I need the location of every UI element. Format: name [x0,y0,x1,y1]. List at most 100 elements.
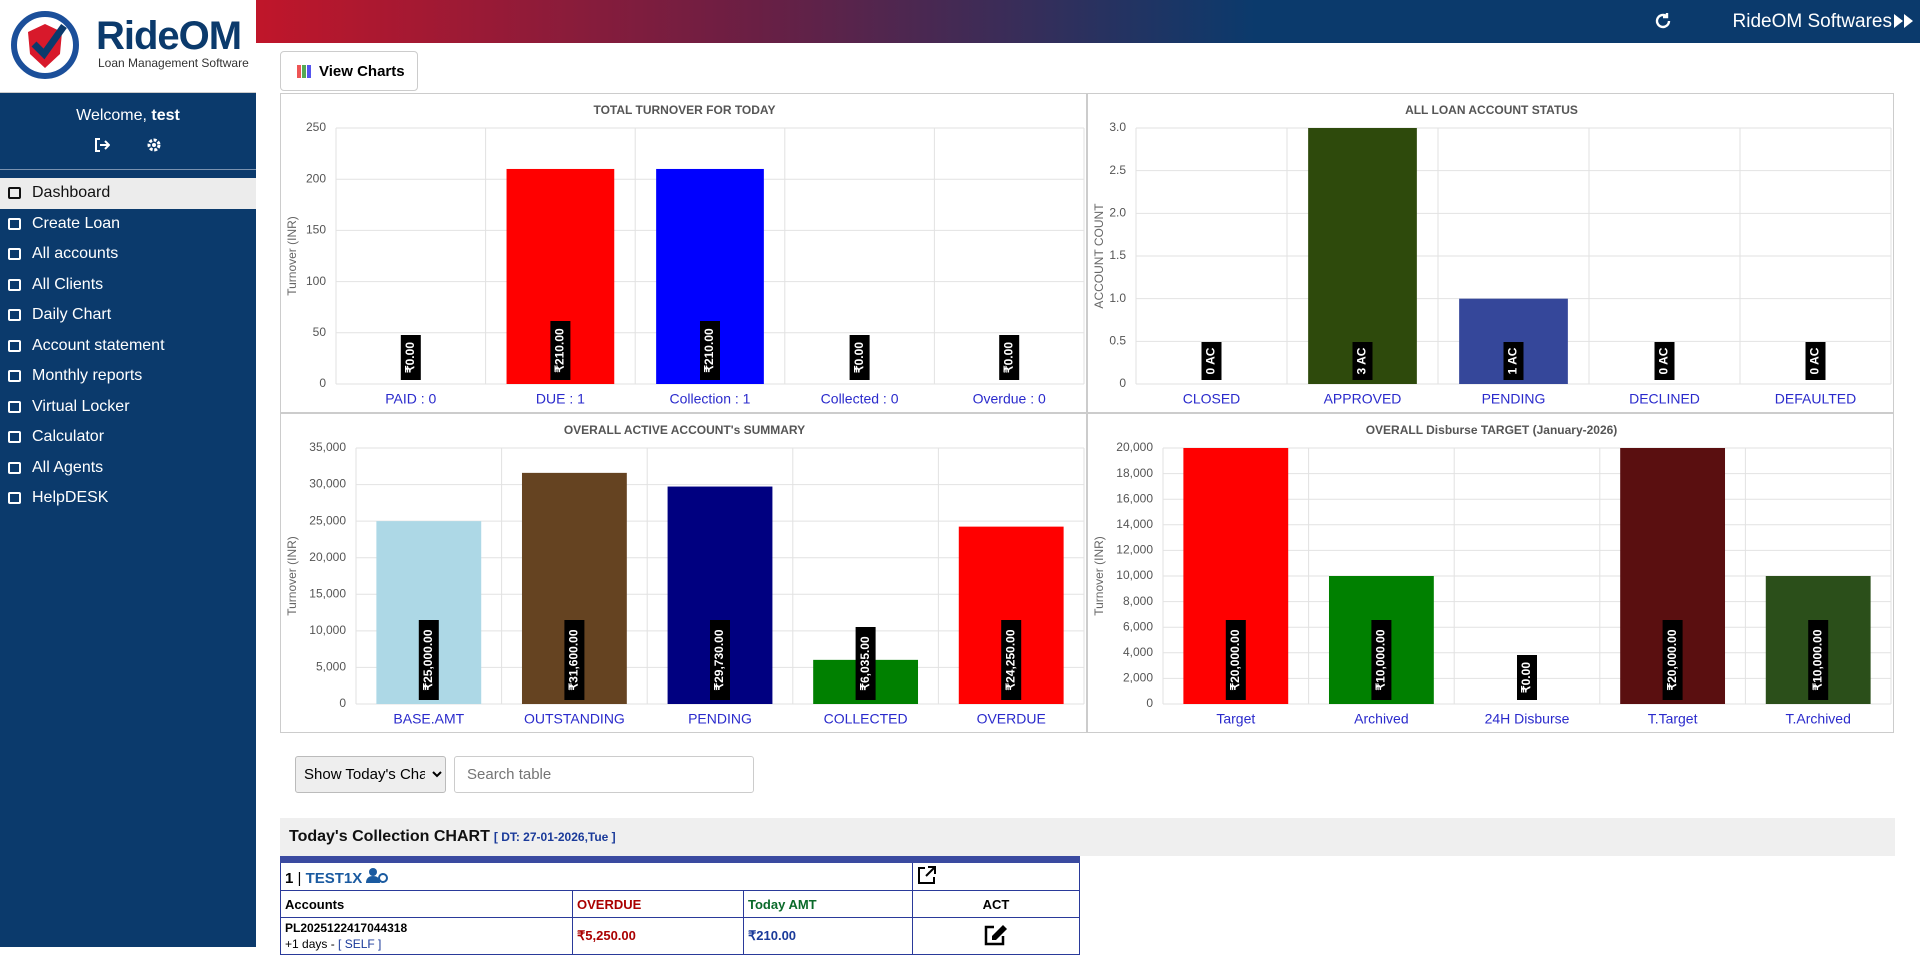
value-label-bg [710,620,730,700]
value-label-bg [550,321,571,380]
value-label: 0 AC [1805,342,1826,380]
menu-item[interactable]: Create Loan [0,209,256,240]
client-name[interactable]: TEST1X [305,869,363,887]
y-tick-label: 15,000 [309,586,346,600]
value-label-bg [700,321,720,380]
y-tick-label: 2,000 [1123,671,1153,685]
value-label-text: ₹29,730.00 [712,629,726,690]
value-label-text: ₹210.00 [702,328,716,373]
value-label-text: ₹6,035.00 [858,636,872,691]
view-charts-button[interactable]: View Charts [280,51,418,91]
column-header-row: Accounts OVERDUE Today AMT ACT [280,890,1080,918]
column-header: Today AMT [743,890,913,918]
y-tick-label: 5,000 [316,660,346,674]
y-tick-label: 150 [306,223,326,237]
y-tick-label: 6,000 [1123,619,1153,633]
value-label-text: ₹10,000.00 [1810,629,1824,690]
menu-item[interactable]: All accounts [0,239,256,270]
y-axis-title: Turnover (INR) [1092,536,1106,616]
x-tick-label: Archived [1354,711,1408,727]
value-label: ₹0.00 [1517,655,1537,700]
value-label: 1 AC [1503,342,1524,380]
edit-icon[interactable] [984,924,1008,946]
x-tick-label: Collected : 0 [821,391,899,407]
y-tick-label: 16,000 [1116,491,1153,505]
value-label-text: 3 AC [1355,347,1369,374]
refresh-icon[interactable] [1654,12,1672,30]
y-tick-label: 10,000 [309,623,346,637]
logo-name: RideOM [96,14,242,58]
menu-item[interactable]: Monthly reports [0,361,256,392]
x-tick-label: CLOSED [1183,391,1241,407]
y-tick-label: 0 [1119,376,1126,390]
y-tick-label: 2.0 [1109,206,1126,220]
menu-item[interactable]: All Clients [0,270,256,301]
value-label-bg [1225,620,1246,700]
y-axis-title: Turnover (INR) [285,536,299,616]
x-tick-label: PAID : 0 [385,391,436,407]
value-label: ₹20,000.00 [1662,620,1683,700]
logo-tagline: Loan Management Software [98,56,249,70]
value-label: ₹0.00 [400,335,421,380]
value-label-text: ₹10,000.00 [1374,629,1388,690]
overdue-amount: ₹5,250.00 [572,917,744,955]
y-tick-label: 10,000 [1116,568,1153,582]
x-tick-label: PENDING [688,711,752,727]
value-label: ₹29,730.00 [710,620,730,700]
y-tick-label: 0.5 [1109,334,1126,348]
collapse-icon[interactable] [1892,12,1918,30]
y-tick-label: 14,000 [1116,517,1153,531]
logo-mark [11,11,79,79]
value-label: ₹10,000.00 [1371,620,1392,700]
settings-icon[interactable] [146,137,162,153]
value-label: 0 AC [1654,342,1675,380]
collection-table: 1 | TEST1X Accounts OVERDUE Today AMT AC… [280,856,1080,955]
value-label-bg [1654,342,1675,380]
value-label-bg [1517,655,1537,700]
value-label-bg [1352,342,1373,380]
x-tick-label: Overdue : 0 [973,391,1046,407]
account-days: +1 days - [285,937,339,951]
menu-item[interactable]: Account statement [0,331,256,362]
y-tick-label: 35,000 [309,440,346,454]
y-tick-label: 1.0 [1109,291,1126,305]
value-label: ₹20,000.00 [1225,620,1246,700]
menu-item[interactable]: HelpDESK [0,483,256,514]
y-axis-title: ACCOUNT COUNT [1092,203,1106,309]
value-label-text: 0 AC [1657,347,1671,374]
x-tick-label: APPROVED [1324,391,1402,407]
value-label-bg [1662,620,1683,700]
chart: OVERALL ACTIVE ACCOUNT's SUMMARY Turnover… [280,413,1087,733]
value-label-text: 1 AC [1506,347,1520,374]
y-tick-label: 20,000 [309,550,346,564]
top-bar: RideOM Softwares [256,0,1920,43]
value-label-bg [849,335,870,380]
open-icon[interactable] [917,865,937,885]
client-index: 1 [285,869,294,887]
search-input[interactable] [454,756,754,793]
x-tick-label: DECLINED [1629,391,1700,407]
brand: RideOM Softwares [1732,11,1892,32]
column-header: ACT [912,890,1080,918]
menu-item[interactable]: Daily Chart [0,300,256,331]
value-label-text: ₹0.00 [1519,662,1533,693]
y-tick-label: 50 [313,325,327,339]
menu-item[interactable]: Virtual Locker [0,392,256,423]
chart-select[interactable]: Show Today's Chart [295,756,446,793]
x-tick-label: PENDING [1482,391,1546,407]
value-label: 3 AC [1352,342,1373,380]
x-tick-label: Collection : 1 [670,391,751,407]
collection-header: Today's Collection CHART[ DT: 27-01-2026… [280,818,1895,856]
value-label: ₹0.00 [849,335,870,380]
column-header: OVERDUE [572,890,744,918]
value-label: ₹25,000.00 [418,620,439,700]
menu-item[interactable]: Dashboard [0,178,256,209]
view-charts-label: View Charts [319,63,405,80]
x-tick-label: DUE : 1 [536,391,585,407]
menu-item[interactable]: Calculator [0,422,256,453]
y-tick-label: 4,000 [1123,645,1153,659]
x-tick-label: Target [1216,711,1255,727]
menu-item[interactable]: All Agents [0,453,256,484]
logout-icon[interactable] [94,137,111,153]
value-label-text: ₹0.00 [852,342,866,373]
